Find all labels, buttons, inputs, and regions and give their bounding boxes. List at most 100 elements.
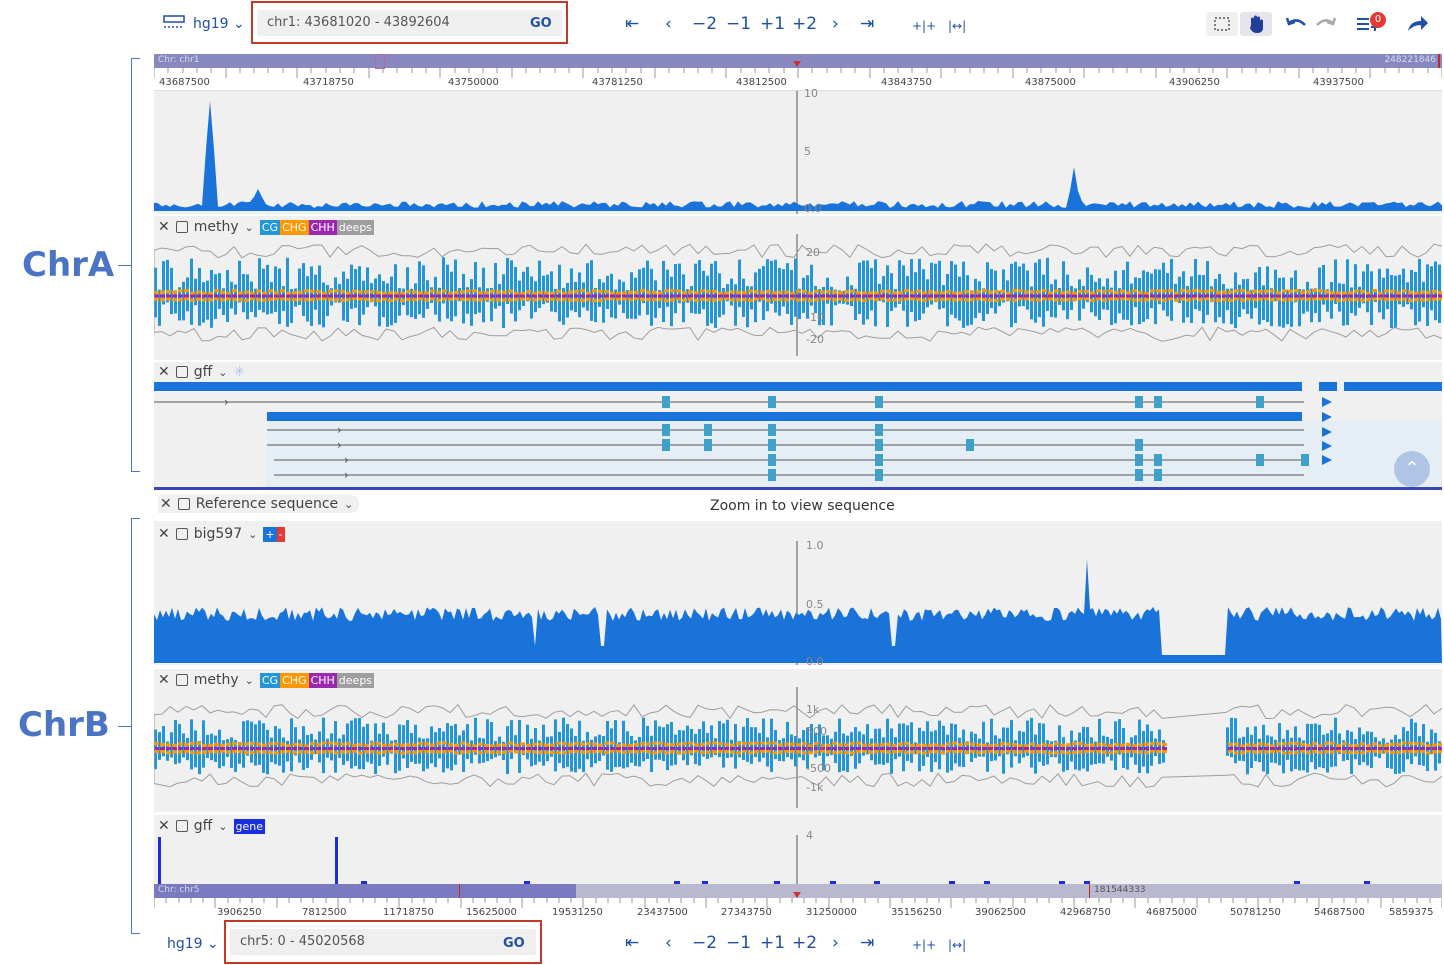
cg-bar xyxy=(1306,723,1309,749)
chg-bar xyxy=(1420,290,1425,294)
chh-bar xyxy=(622,747,627,750)
track-name[interactable]: gff xyxy=(193,364,213,380)
close-track-icon[interactable]: ✕ xyxy=(158,672,170,688)
ref-seq-track[interactable]: ✕ Reference sequence ⌄ Zoom in to view se… xyxy=(154,491,1442,519)
chevron-down-icon[interactable]: ⌄ xyxy=(244,220,254,234)
next-button[interactable]: › xyxy=(832,933,839,953)
chevron-down-icon[interactable]: ⌄ xyxy=(218,819,228,833)
gene-mark xyxy=(702,881,708,884)
cg-bar xyxy=(994,735,997,749)
assembly-select[interactable]: hg19 ⌄ xyxy=(167,936,219,952)
chra-coverage-track[interactable]: 10 5 0.0 xyxy=(154,87,1442,215)
chg-bar xyxy=(1198,298,1203,302)
cg-bar xyxy=(1202,275,1205,296)
fit-width-button[interactable]: |↔| xyxy=(948,938,967,952)
chh-bar xyxy=(442,747,447,750)
cg-bar xyxy=(1394,296,1397,328)
track-settings-icon[interactable] xyxy=(177,498,190,510)
fit-width-button[interactable]: |↔| xyxy=(948,19,967,33)
overview-viewport-marker[interactable] xyxy=(375,54,385,69)
share-icon[interactable] xyxy=(1405,14,1429,38)
overview-ideogram-bottom[interactable]: Chr: chr5 181544333 xyxy=(154,884,1442,898)
chevron-down-icon[interactable]: ⌄ xyxy=(244,673,254,687)
chg-bar xyxy=(154,297,159,301)
track-name[interactable]: gff xyxy=(193,818,213,834)
chg-bar xyxy=(556,289,561,293)
chh-bar xyxy=(694,747,699,750)
zoom-focus-button[interactable]: +|+ xyxy=(912,19,937,33)
track-name[interactable]: Reference sequence xyxy=(195,496,339,512)
zoom-out-1-button[interactable]: −1 xyxy=(726,14,752,34)
track-settings-icon[interactable] xyxy=(175,221,188,233)
zoom-out-2-button[interactable]: −2 xyxy=(692,933,718,953)
close-track-icon[interactable]: ✕ xyxy=(160,496,172,512)
prev-button[interactable]: ‹ xyxy=(665,933,672,953)
prev-button[interactable]: ‹ xyxy=(665,14,672,34)
track-settings-icon[interactable] xyxy=(175,674,188,686)
close-track-icon[interactable]: ✕ xyxy=(158,219,170,235)
zoom-in-1-button[interactable]: +1 xyxy=(760,933,786,953)
zoom-in-2-button[interactable]: +2 xyxy=(792,14,818,34)
scroll-up-button[interactable]: ⌃ xyxy=(1394,451,1430,487)
cg-bar xyxy=(318,748,321,763)
chh-bar xyxy=(1000,747,1005,750)
exon-block xyxy=(875,469,883,481)
track-name[interactable]: big597 xyxy=(193,526,243,542)
track-name[interactable]: methy xyxy=(193,219,239,235)
chh-bar xyxy=(466,747,471,750)
jump-start-button[interactable]: ⇤ xyxy=(625,933,640,953)
track-settings-icon[interactable] xyxy=(175,820,188,832)
close-track-icon[interactable]: ✕ xyxy=(158,364,170,380)
zoom-focus-button[interactable]: +|+ xyxy=(912,938,937,952)
cg-bar xyxy=(218,748,221,769)
assembly-select[interactable]: hg19 ⌄ xyxy=(193,16,245,32)
go-button[interactable]: GO xyxy=(530,16,552,31)
chrb-gff-track[interactable]: ✕ gff ⌄ gene 4 xyxy=(154,815,1442,885)
chh-bar xyxy=(490,294,495,298)
zoom-in-1-button[interactable]: +1 xyxy=(760,14,786,34)
zoom-out-2-button[interactable]: −2 xyxy=(692,14,718,34)
cg-bar xyxy=(1198,274,1201,296)
chrb-big-track[interactable]: ✕ big597 ⌄ + - 1.0 0.5 0.0 xyxy=(154,521,1442,668)
chh-bar xyxy=(214,747,219,750)
jump-start-button[interactable]: ⇤ xyxy=(625,14,640,34)
chra-gff-track[interactable]: › › › › › ✕ gff ⌄ ✳ ⌃ xyxy=(154,362,1442,488)
track-settings-icon[interactable] xyxy=(175,366,188,378)
redo-icon[interactable] xyxy=(1314,14,1338,38)
select-mode-icon[interactable] xyxy=(1206,12,1238,36)
chrb-methy-track[interactable]: ✕ methy ⌄ CG CHG CHH deeps 1k 500 0.0 -500 -… xyxy=(154,669,1442,812)
exon-block xyxy=(768,396,776,408)
chevron-down-icon[interactable]: ⌄ xyxy=(248,527,258,541)
chg-bar xyxy=(1162,298,1167,302)
chevron-down-icon[interactable]: ⌄ xyxy=(218,365,228,379)
go-button[interactable]: GO xyxy=(503,936,525,951)
chg-bar xyxy=(676,289,681,293)
undo-icon[interactable] xyxy=(1284,14,1308,38)
pan-mode-icon[interactable] xyxy=(1240,12,1272,36)
assembly-icon[interactable] xyxy=(163,14,185,32)
track-name[interactable]: methy xyxy=(193,672,239,688)
chg-bar xyxy=(1168,289,1173,293)
jump-end-button[interactable]: ⇥ xyxy=(860,14,875,34)
close-track-icon[interactable]: ✕ xyxy=(158,526,170,542)
chh-bar xyxy=(1078,294,1083,298)
chevron-down-icon[interactable]: ⌄ xyxy=(344,497,354,511)
location-input[interactable]: chr5: 0 - 45020568 xyxy=(230,929,536,955)
next-button[interactable]: › xyxy=(832,14,839,34)
close-track-icon[interactable]: ✕ xyxy=(158,818,170,834)
track-settings-icon[interactable] xyxy=(175,528,188,540)
chg-bar xyxy=(1330,750,1335,754)
zoom-out-1-button[interactable]: −1 xyxy=(726,933,752,953)
chg-bar xyxy=(1198,289,1203,293)
overview-viewport-highlight[interactable] xyxy=(154,884,576,898)
location-input[interactable]: chr1: 43681020 - 43892604 xyxy=(257,10,562,36)
jump-end-button[interactable]: ⇥ xyxy=(860,933,875,953)
cg-bar xyxy=(470,279,473,296)
chg-bar xyxy=(1372,749,1377,753)
chg-bar xyxy=(1162,749,1167,753)
chh-bar xyxy=(1306,747,1311,750)
chg-bar xyxy=(526,743,531,747)
chg-bar xyxy=(1438,297,1442,301)
zoom-in-2-button[interactable]: +2 xyxy=(792,933,818,953)
